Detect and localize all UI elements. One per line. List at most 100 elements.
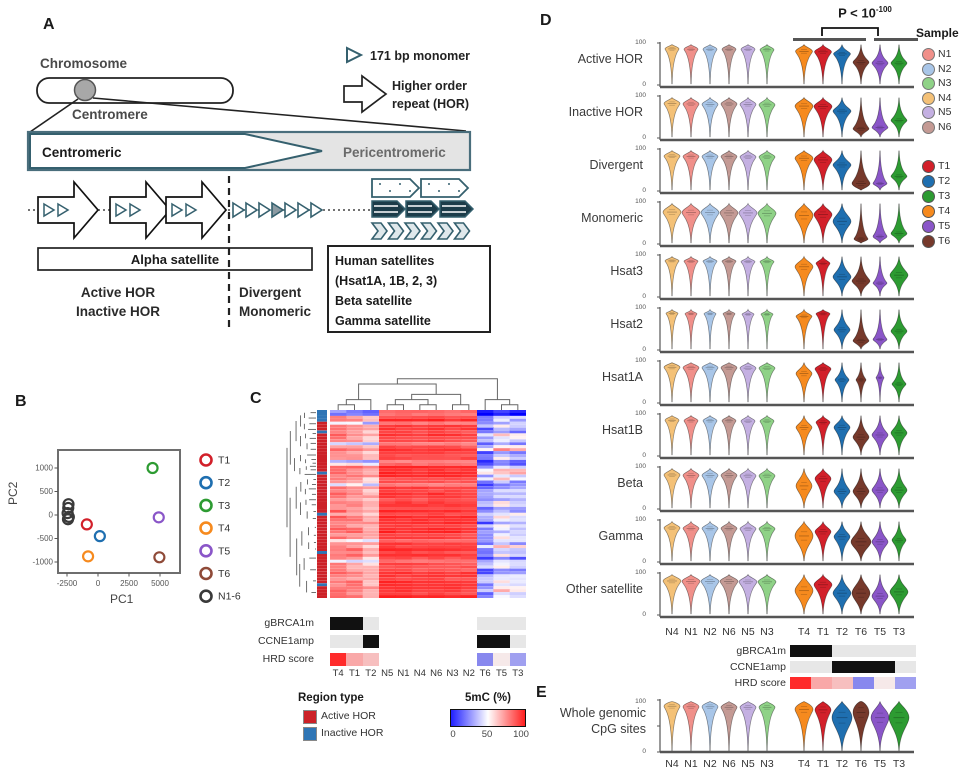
violin-ytick-max: 100	[635, 410, 646, 417]
c-annotation-cell	[509, 653, 527, 666]
centromeric-arrow	[29, 133, 323, 169]
violin	[682, 96, 700, 138]
violin	[757, 573, 777, 615]
violin-x-label: N2	[703, 626, 717, 638]
violin	[682, 467, 700, 509]
violin	[662, 574, 682, 615]
violin	[739, 96, 757, 138]
violin-ytick-min: 0	[642, 452, 646, 459]
violin-row-plot	[657, 42, 914, 89]
beta-satellite-arrow	[439, 200, 475, 218]
violin	[891, 521, 907, 562]
d-annotation-label: HRD score	[734, 677, 786, 689]
violin-ytick-max: 100	[635, 39, 646, 46]
panel-c-label: C	[250, 390, 262, 407]
violin-x-label: N3	[760, 626, 774, 638]
hsat-dotted-arrow	[420, 178, 470, 198]
d-annotation-cell	[811, 677, 832, 689]
violin	[740, 255, 756, 297]
violin-row-label: Active HOR	[577, 52, 643, 66]
violin-ytick-min: 0	[642, 81, 646, 88]
sample-label-N5: N5	[938, 106, 952, 119]
violin	[758, 96, 776, 138]
violin	[665, 308, 679, 350]
e-x-label: T1	[816, 758, 830, 770]
pca-point-T3	[146, 461, 159, 475]
c-column-label: N1	[397, 668, 410, 679]
pca-legend-label: T6	[218, 568, 230, 580]
violin	[832, 574, 852, 615]
violin-ytick-max: 100	[635, 304, 646, 311]
violin	[701, 96, 719, 138]
d-annotation-cell	[853, 661, 874, 673]
methylation-heatmap-canvas	[330, 410, 526, 598]
violin-row-plot	[657, 466, 914, 513]
e-x-label: N6	[722, 758, 736, 770]
sample-swatch-N2	[922, 62, 935, 76]
beta-satellite-arrow	[405, 200, 441, 218]
violin	[832, 150, 852, 191]
gamma-satellite-chevron	[386, 222, 405, 240]
violin	[662, 202, 682, 244]
violin	[663, 520, 681, 562]
beta-satellite-arrow	[371, 200, 407, 218]
c-column-label: T5	[495, 668, 508, 679]
violin-ytick-min: 0	[642, 558, 646, 565]
c-annotation-cell	[477, 635, 494, 648]
d-annotation-cell	[895, 661, 916, 673]
d-annotation-label: CCNE1amp	[729, 661, 786, 673]
violin-row-plot	[657, 254, 914, 301]
violin-ytick-min: 0	[642, 505, 646, 512]
violin	[758, 467, 776, 509]
pca-legend-swatch-T3	[199, 498, 213, 513]
centromere-label: Centromere	[72, 107, 148, 122]
violin	[721, 44, 737, 85]
chromosome-label: Chromosome	[40, 56, 128, 71]
violin	[814, 701, 832, 751]
pca-legend-swatch-T6	[199, 566, 213, 581]
d-annotation-cell	[790, 661, 811, 673]
dot	[399, 183, 401, 185]
violin	[720, 467, 738, 509]
c-annotation-cell	[509, 617, 527, 630]
violin-row-plot	[657, 201, 914, 248]
d-annotation-cell	[874, 661, 895, 673]
c-column-label: N3	[446, 668, 459, 679]
violin-row-label: Hsat3	[610, 264, 643, 278]
sample-swatch-T1	[922, 160, 935, 173]
violin-row-plot	[657, 307, 914, 354]
violin	[701, 520, 719, 562]
c-annotation-cell	[330, 617, 347, 630]
violin-row-label: Divergent	[589, 158, 644, 172]
violin	[815, 308, 831, 350]
violin-x-label: T4	[797, 626, 811, 638]
violin	[682, 362, 700, 403]
violin	[813, 573, 833, 615]
violin	[833, 309, 851, 350]
pca-y-tick: 0	[49, 511, 54, 520]
violin	[833, 415, 851, 456]
alpha-satellite-box	[37, 247, 313, 271]
violin-x-label: T1	[816, 626, 830, 638]
colorbar-tick: 0	[450, 729, 456, 740]
violin	[795, 362, 813, 403]
d-annotation-cell	[790, 645, 811, 657]
violin-row-plot	[657, 148, 914, 195]
violin	[832, 203, 852, 244]
violin	[682, 520, 700, 562]
e-x-label: N5	[741, 758, 755, 770]
sample-label-T6: T6	[938, 235, 951, 247]
panel-b-label: B	[15, 393, 27, 410]
region-type-label: Active HOR	[321, 710, 376, 722]
hsat-dotted-arrow	[371, 178, 421, 198]
violin	[852, 701, 870, 751]
violin-x-label: T6	[854, 626, 868, 638]
pca-legend-swatch-N1-6	[199, 589, 213, 603]
sample-swatch-T2	[922, 175, 935, 188]
satellite-box-line4: Gamma satellite	[335, 314, 431, 328]
violin	[681, 202, 701, 244]
violin	[760, 308, 774, 350]
e-x-label: N4	[665, 758, 679, 770]
region-type-label: Inactive HOR	[321, 727, 384, 739]
centromere-dot	[73, 78, 97, 102]
